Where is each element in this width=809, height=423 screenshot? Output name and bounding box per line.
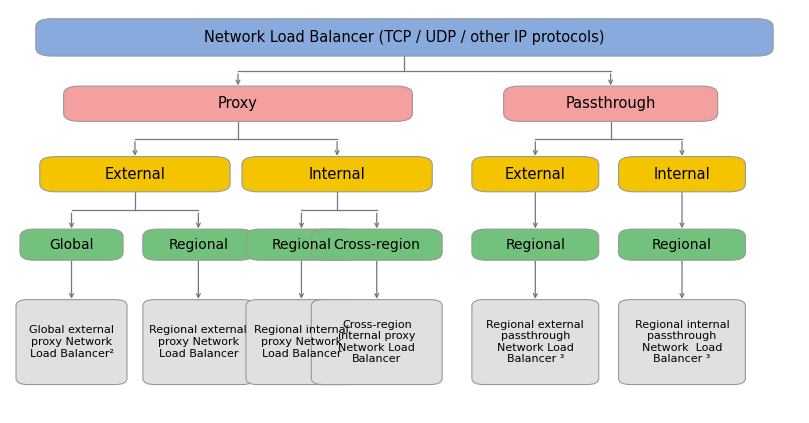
Text: External: External: [505, 167, 565, 182]
Text: Regional: Regional: [652, 238, 712, 252]
Text: Cross-region
internal proxy
Network Load
Balancer: Cross-region internal proxy Network Load…: [338, 320, 416, 365]
Text: Regional external
proxy Network
Load Balancer: Regional external proxy Network Load Bal…: [150, 325, 248, 359]
FancyBboxPatch shape: [242, 157, 432, 192]
Text: Regional internal
passthrough
Network  Load
Balancer ³: Regional internal passthrough Network Lo…: [634, 320, 730, 365]
Text: Regional external
passthrough
Network Load
Balancer ³: Regional external passthrough Network Lo…: [486, 320, 584, 365]
Text: Regional: Regional: [168, 238, 228, 252]
Text: Internal: Internal: [309, 167, 366, 182]
FancyBboxPatch shape: [143, 299, 254, 385]
FancyBboxPatch shape: [143, 229, 254, 260]
FancyBboxPatch shape: [472, 157, 599, 192]
FancyBboxPatch shape: [619, 157, 745, 192]
FancyBboxPatch shape: [472, 229, 599, 260]
Text: Regional internal
proxy Network
Load Balancer: Regional internal proxy Network Load Bal…: [254, 325, 349, 359]
Text: Passthrough: Passthrough: [565, 96, 656, 111]
FancyBboxPatch shape: [246, 229, 357, 260]
Text: Global: Global: [49, 238, 94, 252]
Text: Network Load Balancer (TCP / UDP / other IP protocols): Network Load Balancer (TCP / UDP / other…: [204, 30, 605, 45]
FancyBboxPatch shape: [20, 229, 123, 260]
FancyBboxPatch shape: [64, 86, 413, 121]
Text: Proxy: Proxy: [218, 96, 258, 111]
Text: Regional: Regional: [506, 238, 565, 252]
Text: Internal: Internal: [654, 167, 710, 182]
FancyBboxPatch shape: [619, 299, 745, 385]
FancyBboxPatch shape: [311, 299, 443, 385]
FancyBboxPatch shape: [619, 229, 745, 260]
FancyBboxPatch shape: [40, 157, 230, 192]
Text: Regional: Regional: [272, 238, 332, 252]
Text: Cross-region: Cross-region: [333, 238, 420, 252]
FancyBboxPatch shape: [503, 86, 718, 121]
Text: Global external
proxy Network
Load Balancer²: Global external proxy Network Load Balan…: [29, 325, 114, 359]
FancyBboxPatch shape: [472, 299, 599, 385]
FancyBboxPatch shape: [36, 19, 773, 56]
Text: External: External: [104, 167, 165, 182]
FancyBboxPatch shape: [246, 299, 357, 385]
FancyBboxPatch shape: [16, 299, 127, 385]
FancyBboxPatch shape: [311, 229, 443, 260]
